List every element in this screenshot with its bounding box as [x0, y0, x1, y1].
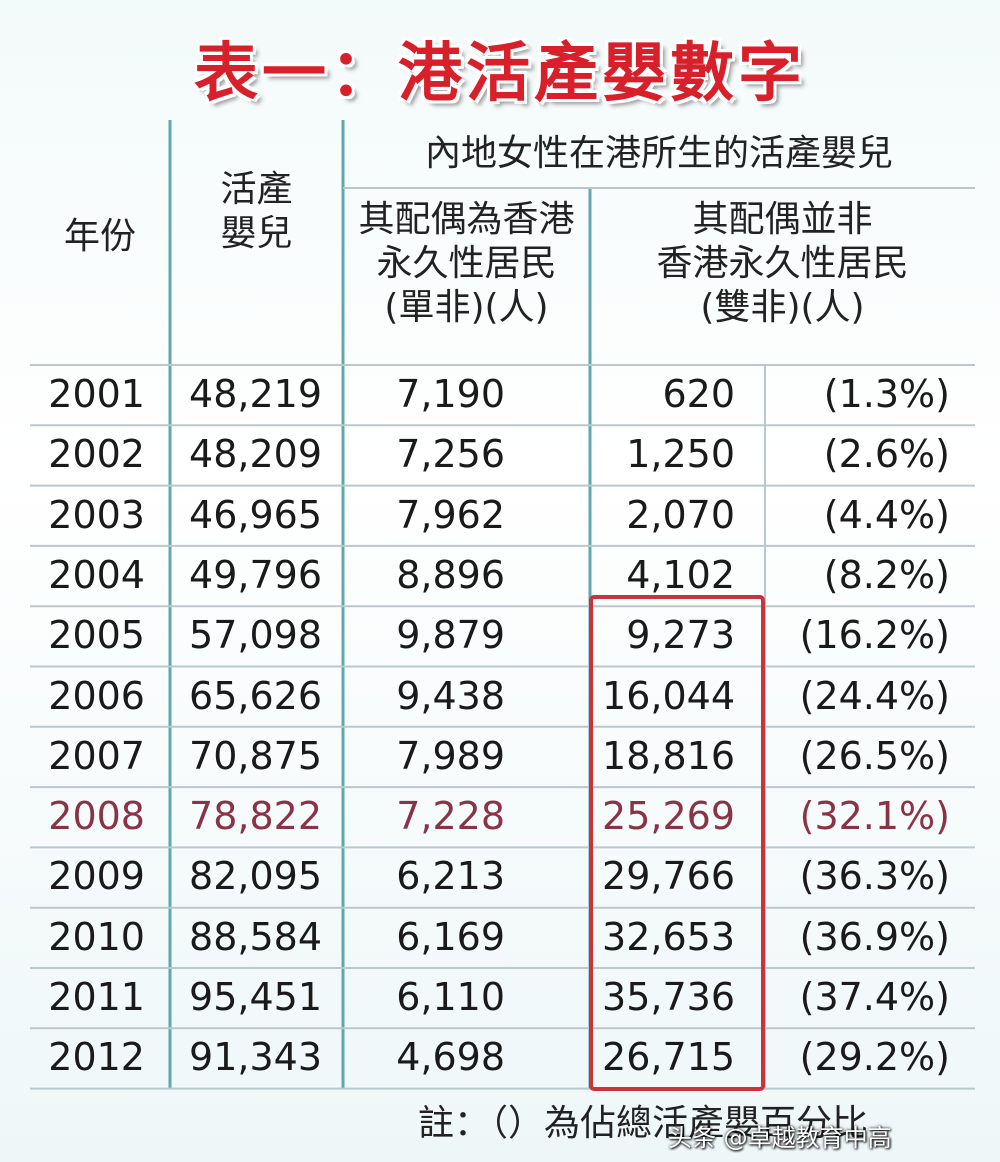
cell-single-parent: 6,169 [396, 914, 505, 959]
cell-births: 49,796 [189, 552, 322, 597]
cell-single-parent: 7,989 [396, 733, 505, 778]
cell-year: 2012 [48, 1035, 145, 1080]
cell-year: 2003 [48, 492, 145, 537]
cell-births: 88,584 [189, 914, 322, 959]
cell-year: 2009 [48, 854, 145, 899]
cell-year: 2001 [48, 372, 145, 416]
title: 表一：港活產嬰數字 [194, 37, 806, 111]
watermark: 头条 @卓越教育中高 [668, 1124, 892, 1152]
cell-births: 65,626 [189, 673, 322, 718]
cell-percent: (32.1%) [799, 794, 950, 839]
cell-single-parent: 9,438 [396, 673, 505, 718]
cell-percent: (16.2%) [799, 613, 950, 658]
cell-percent: (8.2%) [823, 552, 950, 597]
cell-single-parent: 7,962 [396, 492, 505, 537]
cell-births: 48,209 [189, 432, 322, 477]
cell-births: 46,965 [189, 492, 322, 537]
cell-births: 48,219 [189, 372, 322, 416]
cell-single-parent: 6,110 [396, 975, 505, 1019]
cell-percent: (29.2%) [799, 1035, 950, 1080]
cell-percent: (37.4%) [799, 975, 950, 1019]
cell-year: 2004 [48, 552, 145, 597]
cell-year: 2007 [48, 733, 145, 778]
cell-double-nonresident: 9,273 [626, 613, 735, 658]
cell-year: 2005 [48, 613, 145, 658]
cell-births: 95,451 [189, 975, 322, 1019]
cell-births: 91,343 [189, 1035, 322, 1080]
cell-percent: (36.9%) [799, 914, 950, 959]
cell-year: 2010 [48, 914, 145, 959]
cell-percent: (26.5%) [799, 733, 950, 778]
header-group: 內地女性在港所生的活產嬰兒 [424, 133, 893, 174]
cell-double-nonresident: 18,816 [602, 733, 735, 778]
cell-percent: (4.4%) [823, 492, 950, 537]
cell-double-nonresident: 25,269 [602, 794, 735, 839]
cell-single-parent: 8,896 [396, 552, 505, 597]
cell-births: 82,095 [189, 854, 322, 899]
cell-double-nonresident: 2,070 [626, 492, 735, 537]
cell-double-nonresident: 26,715 [602, 1035, 735, 1080]
cell-double-nonresident: 32,653 [602, 914, 735, 959]
cell-percent: (1.3%) [823, 372, 950, 416]
cell-double-nonresident: 1,250 [626, 432, 735, 477]
cell-births: 78,822 [189, 794, 322, 839]
cell-double-nonresident: 16,044 [602, 673, 735, 718]
cell-single-parent: 4,698 [396, 1035, 505, 1080]
header-single: 其配偶為香港 永久性居民 (單非)(人) [358, 199, 575, 328]
cell-single-parent: 9,879 [396, 613, 505, 658]
cell-year: 2011 [48, 975, 145, 1019]
cell-births: 70,875 [189, 733, 322, 778]
cell-double-nonresident: 29,766 [602, 854, 735, 899]
cell-births: 57,098 [189, 613, 322, 658]
cell-year: 2008 [48, 794, 145, 839]
note: 註：（）為佔總活產嬰百分比 [418, 1103, 869, 1144]
cell-double-nonresident: 620 [662, 372, 735, 416]
cell-single-parent: 7,190 [396, 372, 505, 416]
cell-single-parent: 7,256 [396, 432, 505, 477]
header-births: 活產 嬰兒 [220, 169, 293, 254]
cell-percent: (24.4%) [799, 673, 950, 718]
cell-percent: (36.3%) [799, 854, 950, 899]
cell-single-parent: 7,228 [396, 794, 505, 839]
cell-percent: (2.6%) [823, 432, 950, 477]
cell-year: 2002 [48, 432, 145, 477]
cell-double-nonresident: 4,102 [626, 552, 735, 597]
header-year: 年份 [63, 216, 136, 257]
cell-year: 2006 [48, 673, 145, 718]
header-double: 其配偶並非 香港永久性居民 (雙非)(人) [656, 199, 909, 328]
cell-single-parent: 6,213 [396, 854, 505, 899]
cell-double-nonresident: 35,736 [602, 975, 735, 1019]
